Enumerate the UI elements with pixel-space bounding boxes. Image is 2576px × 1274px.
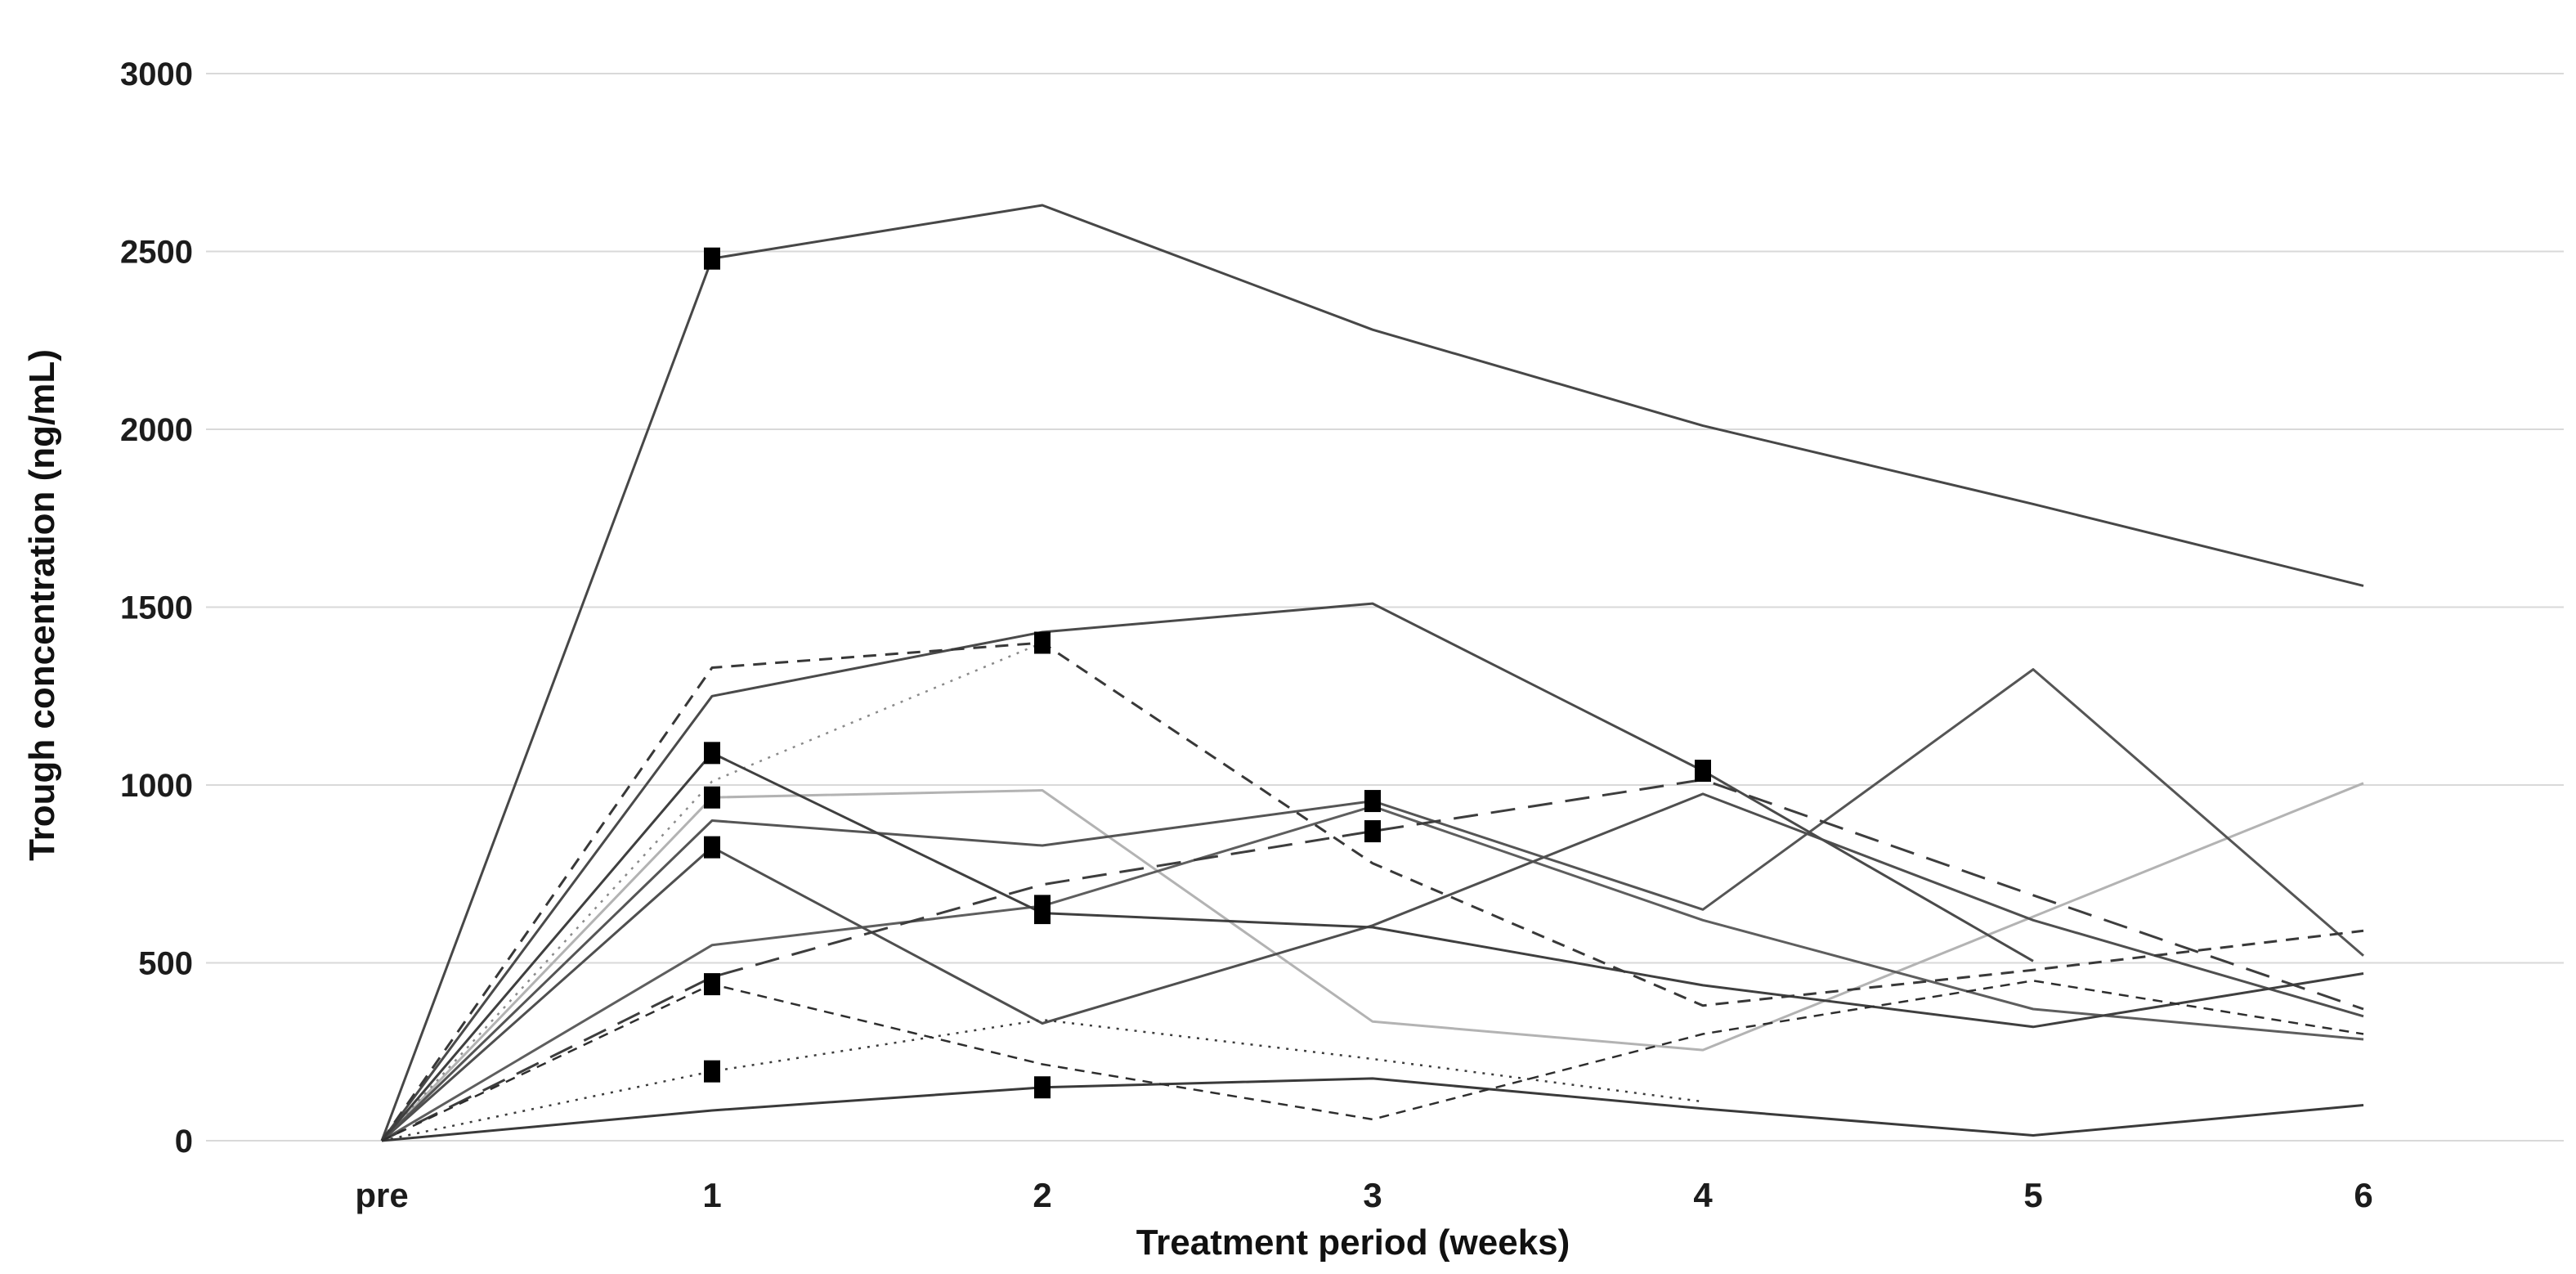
y-tick-label: 3000 (120, 56, 193, 92)
series-line-series-13 (381, 1077, 2364, 1142)
x-tick-label: 1 (702, 1176, 721, 1214)
series-line-series-03 (381, 641, 1043, 1142)
x-tick-label: 4 (1693, 1176, 1713, 1214)
x-tick-label: 6 (2354, 1176, 2372, 1214)
series-line-series-10 (381, 778, 2364, 1142)
data-point-marker (1034, 1076, 1051, 1099)
x-tick-label: pre (355, 1176, 408, 1214)
data-point-marker (1695, 760, 1711, 783)
series-line-series-09 (381, 805, 2364, 1142)
data-point-marker (1034, 631, 1051, 654)
series-line-series-08 (381, 792, 2364, 1142)
series-line-series-11 (381, 980, 2364, 1142)
x-axis-title: Treatment period (weeks) (1136, 1222, 1570, 1263)
data-point-marker (704, 786, 720, 809)
y-axis-title: Trough concentration (ng/mL) (22, 349, 62, 861)
data-point-marker (704, 742, 720, 765)
y-tick-label: 2000 (120, 412, 193, 448)
series-line-series-12 (381, 1018, 1704, 1142)
data-point-marker (704, 973, 720, 996)
y-tick-label: 0 (175, 1124, 193, 1160)
data-point-marker (1364, 790, 1381, 813)
data-point-marker (704, 247, 720, 270)
y-tick-label: 500 (138, 946, 193, 982)
x-tick-label: 5 (2023, 1176, 2042, 1214)
data-point-marker (704, 1060, 720, 1083)
x-tick-label: 3 (1363, 1176, 1382, 1214)
data-point-marker (1364, 820, 1381, 843)
y-tick-label: 1000 (120, 768, 193, 804)
data-point-marker (704, 836, 720, 859)
y-tick-label: 1500 (120, 590, 193, 626)
x-tick-label: 2 (1033, 1176, 1051, 1214)
y-tick-label: 2500 (120, 235, 193, 271)
series-line-series-02 (380, 641, 2364, 1142)
series-line-series-04 (380, 602, 2034, 1142)
data-point-marker (1034, 895, 1051, 917)
